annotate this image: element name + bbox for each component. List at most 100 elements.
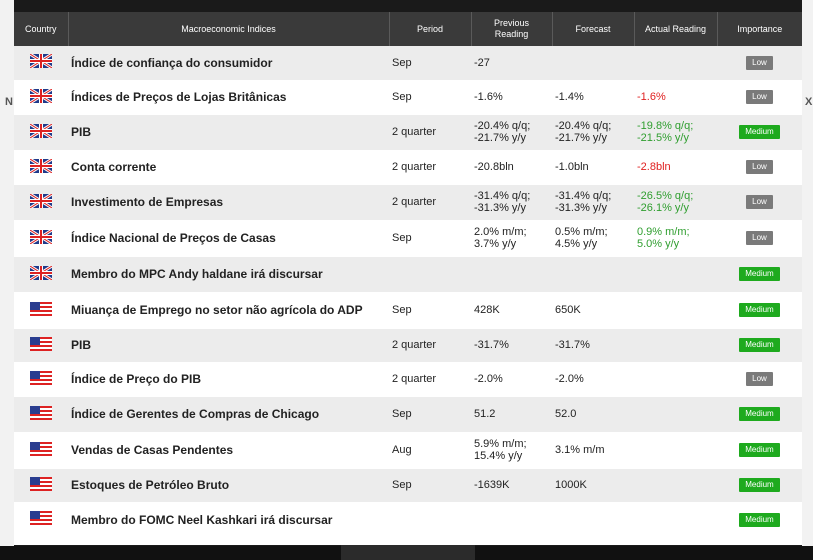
uk-flag-icon bbox=[30, 193, 52, 208]
forecast-cell: -31.4% q/q; -31.3% y/y bbox=[552, 184, 634, 221]
indicator-name: Membro do MPC Andy haldane irá discursar bbox=[68, 256, 389, 293]
importance-cell: Low bbox=[717, 150, 802, 185]
table-row[interactable]: Vendas de Casas Pendentes Aug 5.9% m/m; 15… bbox=[14, 432, 802, 469]
importance-badge: Low bbox=[746, 55, 773, 70]
table-row[interactable]: Membro do MPC Andy haldane irá discursar… bbox=[14, 256, 802, 293]
importance-badge: Medium bbox=[739, 407, 780, 421]
importance-cell: Low bbox=[717, 46, 802, 81]
period-cell bbox=[389, 256, 471, 293]
country-cell bbox=[14, 184, 68, 221]
forecast-cell: -31.7% bbox=[552, 328, 634, 363]
period-cell: Sep bbox=[389, 80, 471, 115]
table-row[interactable]: Membro do FOMC Neel Kashkari irá discurs… bbox=[14, 502, 802, 538]
previous-cell: 428K bbox=[471, 292, 552, 329]
importance-badge: Low bbox=[746, 372, 773, 386]
actual-cell bbox=[634, 396, 717, 433]
table-row[interactable]: Índice de Preço do PIB 2 quarter -2.0% -2.0… bbox=[14, 362, 802, 397]
calendar-panel: Country Macroeconomic Indices Period Pre… bbox=[14, 12, 802, 545]
country-cell bbox=[14, 468, 68, 503]
forecast-cell: 0.5% m/m; 4.5% y/y bbox=[552, 220, 634, 257]
period-cell: Sep bbox=[389, 396, 471, 433]
uk-flag-icon bbox=[30, 123, 52, 138]
actual-cell bbox=[634, 468, 717, 503]
table-body: Índice de confiança do consumidor Sep -27 L… bbox=[14, 46, 802, 538]
importance-cell: Medium bbox=[717, 292, 802, 329]
actual-cell bbox=[634, 292, 717, 329]
forecast-cell: -1.0bln bbox=[552, 150, 634, 185]
period-cell: 2 quarter bbox=[389, 114, 471, 151]
country-cell bbox=[14, 114, 68, 151]
importance-badge: Medium bbox=[739, 512, 780, 527]
us-flag-icon bbox=[30, 441, 52, 456]
background-edge-letter-right: X bbox=[805, 96, 813, 108]
table-row[interactable]: Investimento de Empresas 2 quarter -31.4% … bbox=[14, 184, 802, 221]
actual-cell: -1.6% bbox=[634, 80, 717, 115]
table-row[interactable]: Índice de Gerentes de Compras de Chicago… bbox=[14, 396, 802, 433]
bottom-video-control[interactable] bbox=[341, 544, 475, 560]
importance-cell: Medium bbox=[717, 502, 802, 538]
period-cell: Aug bbox=[389, 432, 471, 469]
indicator-name: Vendas de Casas Pendentes bbox=[68, 432, 389, 469]
table-row[interactable]: Miuança de Emprego no setor não agrícola… bbox=[14, 292, 802, 329]
actual-cell bbox=[634, 46, 717, 81]
previous-cell: 5.9% m/m; 15.4% y/y bbox=[471, 432, 552, 469]
importance-badge: Medium bbox=[739, 443, 780, 457]
country-cell bbox=[14, 502, 68, 538]
country-cell bbox=[14, 362, 68, 397]
importance-cell: Medium bbox=[717, 396, 802, 433]
actual-cell: 0.9% m/m; 5.0% y/y bbox=[634, 220, 717, 257]
forecast-cell: 52.0 bbox=[552, 396, 634, 433]
indicator-name: Investimento de Empresas bbox=[68, 184, 389, 221]
indicator-name: Estoques de Petróleo Bruto bbox=[68, 468, 389, 503]
page-background-right bbox=[802, 0, 813, 560]
us-flag-icon bbox=[30, 511, 52, 525]
importance-cell: Low bbox=[717, 220, 802, 257]
table-row[interactable]: Índice Nacional de Preços de Casas Sep 2.0… bbox=[14, 220, 802, 257]
table-row[interactable]: Índices de Preços de Lojas Britânicas Sep… bbox=[14, 80, 802, 115]
country-cell bbox=[14, 328, 68, 363]
country-cell bbox=[14, 80, 68, 115]
indicator-name: Índices de Preços de Lojas Britânicas bbox=[68, 80, 389, 115]
period-cell: Sep bbox=[389, 292, 471, 329]
us-flag-icon bbox=[30, 405, 52, 420]
indicator-name: Membro do FOMC Neel Kashkari irá discurs… bbox=[68, 502, 389, 538]
table-header-row: Country Macroeconomic Indices Period Pre… bbox=[14, 12, 802, 46]
previous-cell: -31.4% q/q; -31.3% y/y bbox=[471, 184, 552, 221]
background-edge-letter-left: N bbox=[5, 96, 13, 108]
us-flag-icon bbox=[30, 476, 52, 491]
indicator-name: Índice de Preço do PIB bbox=[68, 362, 389, 397]
actual-cell bbox=[634, 256, 717, 293]
us-flag-icon bbox=[30, 301, 52, 316]
forecast-cell: 1000K bbox=[552, 468, 634, 503]
importance-badge: Medium bbox=[739, 338, 780, 352]
importance-cell: Medium bbox=[717, 468, 802, 503]
table-row[interactable]: Estoques de Petróleo Bruto Sep -1639K 1000K… bbox=[14, 468, 802, 503]
country-cell bbox=[14, 46, 68, 81]
previous-cell: -1639K bbox=[471, 468, 552, 503]
table-row[interactable]: Índice de confiança do consumidor Sep -27 L… bbox=[14, 46, 802, 81]
table-row[interactable]: PIB 2 quarter -20.4% q/q; -21.7% y/y -20.4%… bbox=[14, 114, 802, 151]
country-cell bbox=[14, 150, 68, 185]
period-cell bbox=[389, 502, 471, 538]
previous-cell: 51.2 bbox=[471, 396, 552, 433]
forecast-cell bbox=[552, 502, 634, 538]
uk-flag-icon bbox=[30, 54, 52, 69]
forecast-cell: -1.4% bbox=[552, 80, 634, 115]
indicator-name: Conta corrente bbox=[68, 150, 389, 185]
actual-cell: -2.8bln bbox=[634, 150, 717, 185]
importance-cell: Medium bbox=[717, 432, 802, 469]
previous-cell: 2.0% m/m; 3.7% y/y bbox=[471, 220, 552, 257]
forecast-cell: 3.1% m/m bbox=[552, 432, 634, 469]
country-cell bbox=[14, 432, 68, 469]
table-row[interactable]: PIB 2 quarter -31.7% -31.7% Medium bbox=[14, 328, 802, 363]
forecast-cell: -2.0% bbox=[552, 362, 634, 397]
indicator-name: PIB bbox=[68, 114, 389, 151]
importance-cell: Low bbox=[717, 80, 802, 115]
macro-calendar-table: Country Macroeconomic Indices Period Pre… bbox=[14, 12, 802, 538]
header-importance: Importance bbox=[717, 12, 802, 46]
importance-badge: Low bbox=[746, 195, 773, 209]
previous-cell: -2.0% bbox=[471, 362, 552, 397]
importance-cell: Medium bbox=[717, 328, 802, 363]
importance-badge: Low bbox=[746, 160, 773, 174]
table-row[interactable]: Conta corrente 2 quarter -20.8bln -1.0bln -2… bbox=[14, 150, 802, 185]
